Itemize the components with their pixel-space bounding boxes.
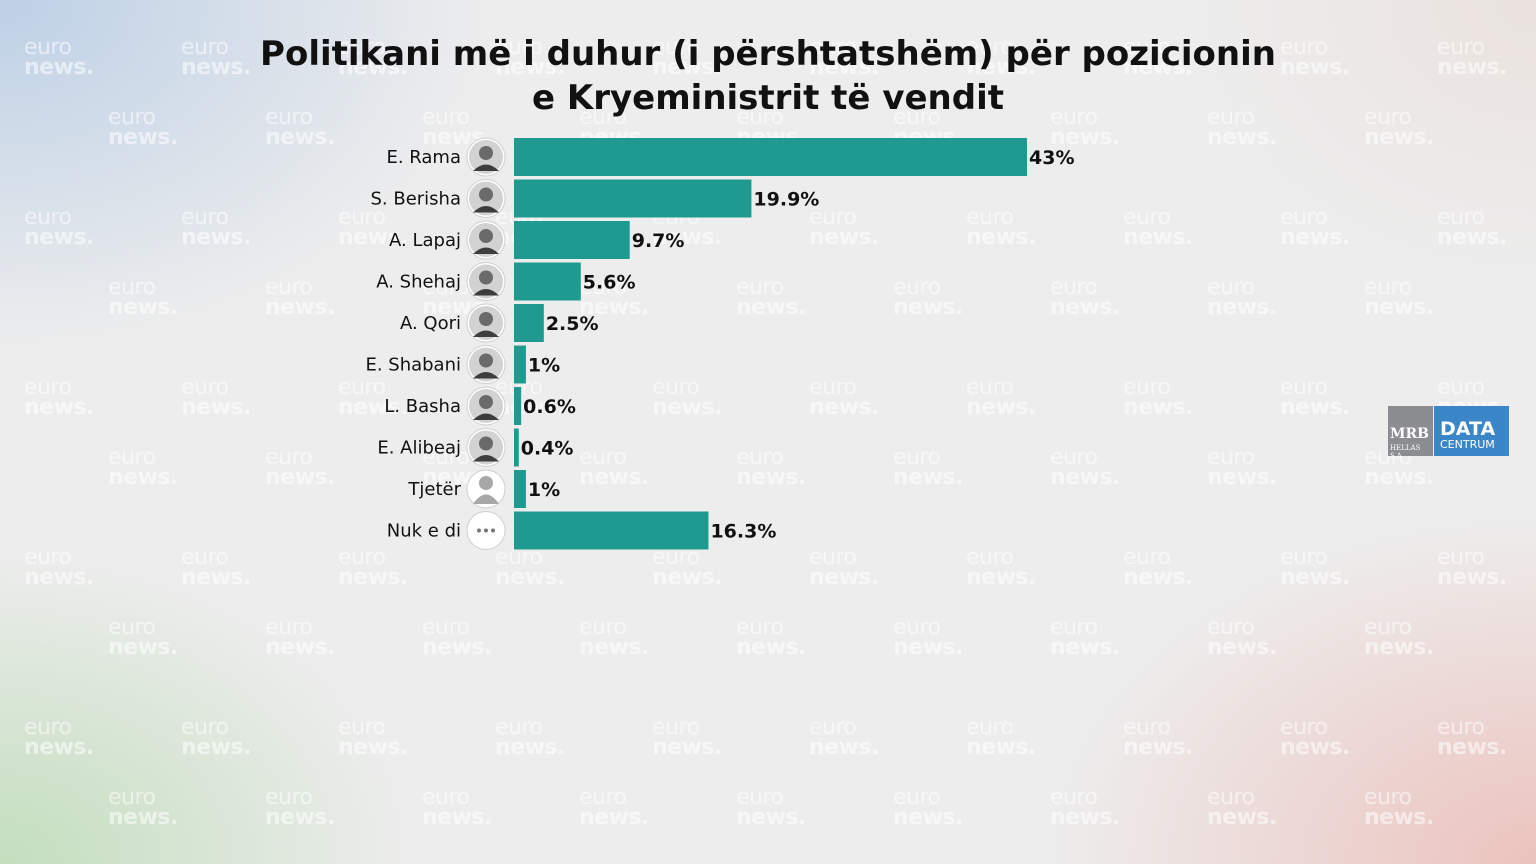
value-label: 5.6%	[583, 272, 636, 294]
mrb-logo-subtext: HELLAS S.A.	[1390, 444, 1421, 460]
bar	[514, 428, 519, 467]
value-label: 1%	[528, 479, 560, 501]
value-label: 16.3%	[710, 521, 776, 543]
chart-title: Politikani më i duhur (i përshtatshëm) p…	[0, 32, 1536, 120]
value-label: 9.7%	[632, 230, 685, 252]
bar-row: L. Basha 0.6%	[384, 386, 576, 426]
avatar-icon	[466, 428, 506, 467]
mrb-data-centrum-logo: MRB HELLAS S.A. DATA CENTRUM	[1388, 406, 1509, 460]
generic-person-icon	[466, 469, 506, 509]
category-label: Nuk e di	[387, 521, 461, 542]
category-label: A. Shehaj	[376, 272, 461, 293]
bar	[514, 304, 544, 342]
title-line-1: Politikani më i duhur (i përshtatshëm) p…	[260, 34, 1276, 74]
category-label: E. Alibeaj	[377, 438, 461, 459]
avatar-icon	[466, 345, 506, 384]
bar	[514, 345, 526, 384]
mrb-logo: MRB HELLAS S.A.	[1388, 406, 1433, 460]
bar	[514, 138, 1027, 176]
bar-row: A. Qori 2.5%	[400, 303, 599, 343]
data-centrum-logo: DATA CENTRUM	[1434, 406, 1509, 456]
value-label: 0.6%	[523, 396, 576, 418]
bar	[514, 511, 709, 550]
category-label: A. Qori	[400, 313, 461, 334]
bar-row: A. Lapaj 9.7%	[389, 220, 685, 260]
value-label: 1%	[528, 355, 560, 377]
category-label: Tjetër	[407, 479, 461, 500]
category-label: E. Shabani	[365, 355, 461, 376]
category-label: E. Rama	[386, 147, 461, 168]
avatar-icon	[466, 262, 506, 301]
bar	[514, 470, 526, 508]
bar	[514, 387, 522, 425]
bar-row: E. Alibeaj 0.4%	[377, 428, 574, 467]
data-logo-text: DATA	[1440, 418, 1496, 440]
value-label: 43%	[1029, 147, 1074, 169]
value-label: 19.9%	[753, 189, 819, 211]
bar	[514, 221, 630, 259]
mrb-logo-text: MRB	[1390, 426, 1429, 442]
avatar-icon	[466, 303, 506, 343]
category-label: S. Berisha	[370, 189, 461, 210]
bar	[514, 262, 581, 301]
bar-row: Tjetër 1%	[407, 469, 560, 509]
category-label: L. Basha	[384, 396, 461, 417]
bar-row: Nuk e di 16.3%	[387, 511, 776, 550]
avatar-icon	[466, 386, 506, 426]
bar-row: E. Shabani 1%	[365, 345, 560, 384]
category-label: A. Lapaj	[389, 230, 461, 251]
bar-row: E. Rama 43%	[386, 137, 1074, 177]
bar-row: S. Berisha 19.9%	[370, 179, 819, 218]
value-label: 2.5%	[546, 313, 599, 335]
ellipsis-icon	[466, 511, 506, 550]
title-line-2: e Kryeministrit të vendit	[532, 78, 1004, 118]
avatar-icon	[466, 137, 506, 177]
centrum-logo-text: CENTRUM	[1440, 438, 1495, 451]
bar-row: A. Shehaj 5.6%	[376, 262, 636, 301]
avatar-icon	[466, 220, 506, 260]
bar	[514, 179, 752, 218]
avatar-icon	[466, 179, 506, 218]
value-label: 0.4%	[521, 438, 574, 460]
